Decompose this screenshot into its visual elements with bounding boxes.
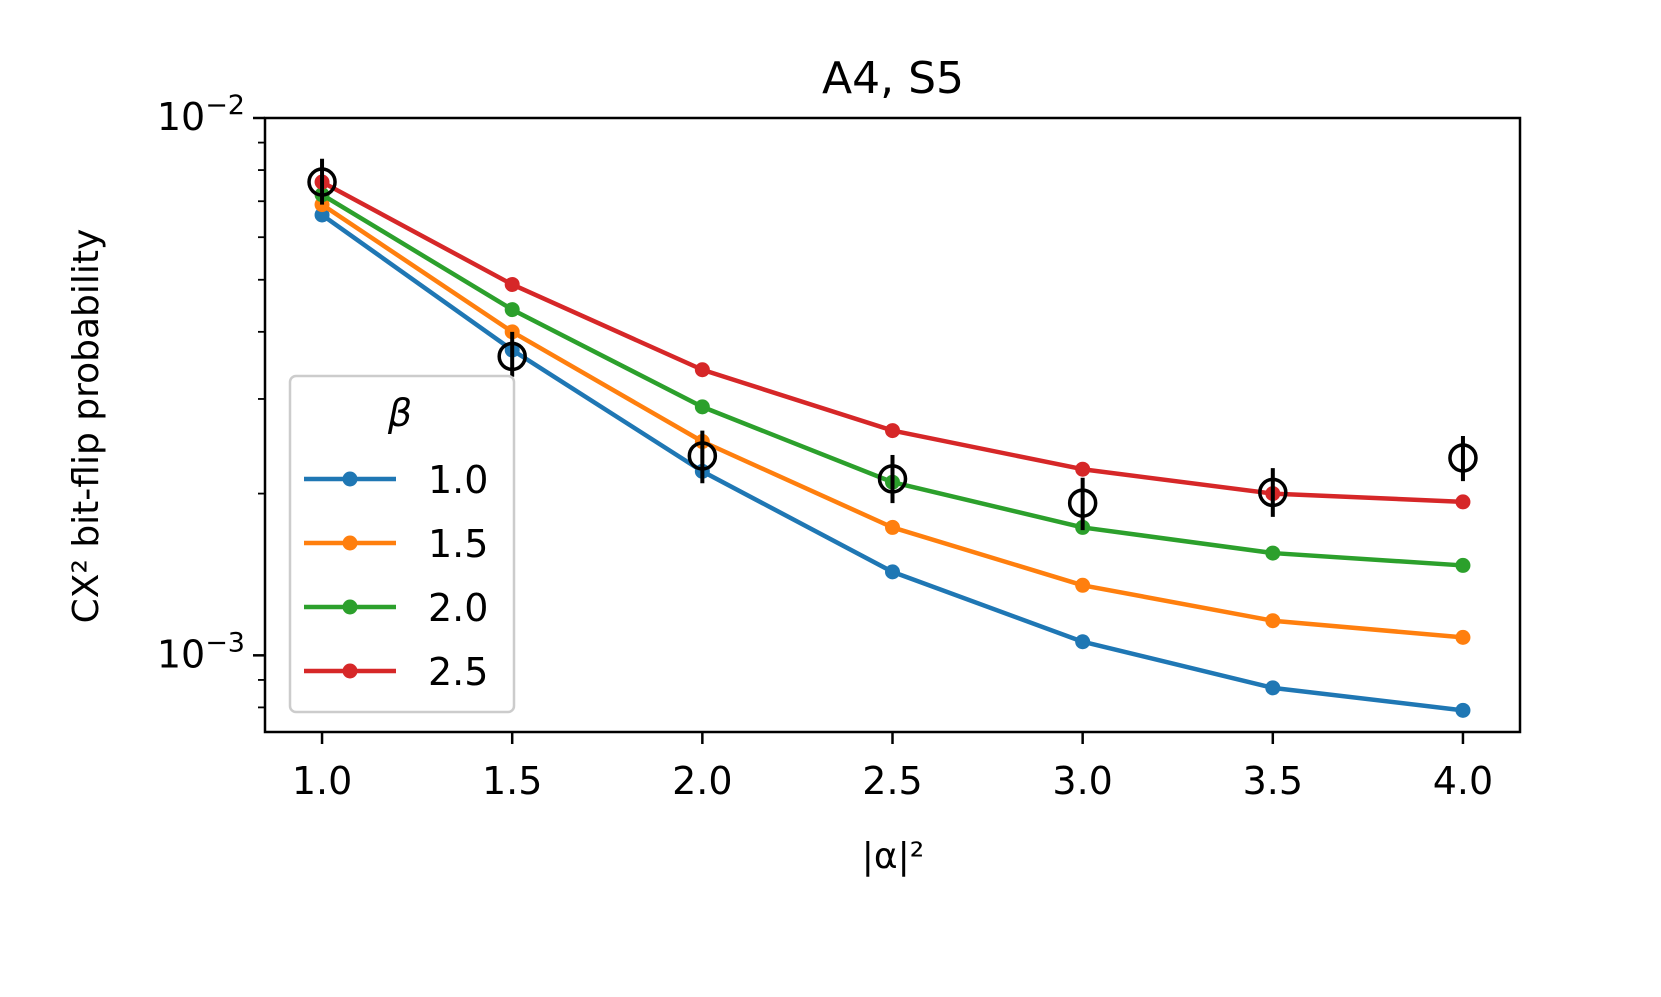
- measured-point: [1067, 488, 1098, 518]
- data-point: [1075, 577, 1091, 593]
- legend-label: 1.0: [428, 458, 488, 502]
- x-tick-label: 2.0: [672, 759, 732, 803]
- measured-point: [497, 341, 527, 372]
- measured-point: [307, 167, 337, 197]
- plot-frame: [263, 116, 1522, 734]
- legend-label: 1.5: [428, 522, 488, 566]
- y-axis-label: CX² bit-flip probability: [66, 229, 107, 624]
- x-tick-label: 2.5: [862, 759, 922, 803]
- data-point: [314, 207, 330, 223]
- measured-point: [877, 464, 908, 494]
- data-point: [694, 399, 710, 415]
- measured-point: [687, 441, 718, 471]
- x-tick-label: 3.5: [1243, 759, 1303, 803]
- data-point: [1455, 557, 1471, 573]
- x-tick-label: 3.0: [1052, 759, 1112, 803]
- y-tick-label: 10−2: [157, 90, 245, 139]
- data-point: [1455, 629, 1471, 645]
- data-point: [1455, 702, 1471, 718]
- data-point: [1265, 613, 1281, 629]
- x-tick-label: 1.0: [292, 759, 352, 803]
- data-point: [1075, 461, 1091, 477]
- data-point: [504, 302, 520, 318]
- legend-swatch-marker: [342, 663, 358, 679]
- data-point: [1075, 634, 1091, 650]
- legend-box: [288, 374, 516, 714]
- data-point: [885, 519, 900, 535]
- data-point: [1265, 680, 1281, 696]
- legend-item-2.5: 2.5: [304, 650, 488, 694]
- legend-swatch-marker: [342, 599, 358, 615]
- data-point: [504, 276, 520, 292]
- data-point: [1265, 545, 1281, 561]
- data-point: [885, 423, 900, 439]
- measured-point: [1448, 443, 1478, 473]
- legend-label: 2.5: [428, 650, 488, 694]
- x-tick-label: 1.5: [482, 759, 542, 803]
- measured-layer: [307, 158, 1478, 531]
- data-point: [694, 362, 710, 378]
- x-tick-label: 4.0: [1433, 759, 1493, 803]
- x-axis-label: |α|²: [862, 836, 924, 877]
- legend-swatch-marker: [342, 535, 358, 551]
- y-tick-label: 10−3: [157, 627, 245, 676]
- data-point: [885, 564, 900, 580]
- legend-item-2.0: 2.0: [304, 586, 488, 630]
- legend-item-1.5: 1.5: [304, 522, 488, 566]
- legend: β 1.0 1.5 2.0 2.5: [288, 374, 516, 714]
- chart-title: A4, S5: [822, 53, 964, 104]
- legend-title: β: [387, 391, 412, 435]
- measured-point: [1258, 477, 1288, 508]
- legend-item-1.0: 1.0: [304, 458, 488, 502]
- data-point: [1455, 494, 1471, 510]
- legend-swatch-marker: [342, 471, 358, 487]
- tick-layer: 1.0 1.5 2.0 2.5 3.0 3.5 4.0 10−2 10−3: [157, 90, 1493, 803]
- legend-label: 2.0: [428, 586, 488, 630]
